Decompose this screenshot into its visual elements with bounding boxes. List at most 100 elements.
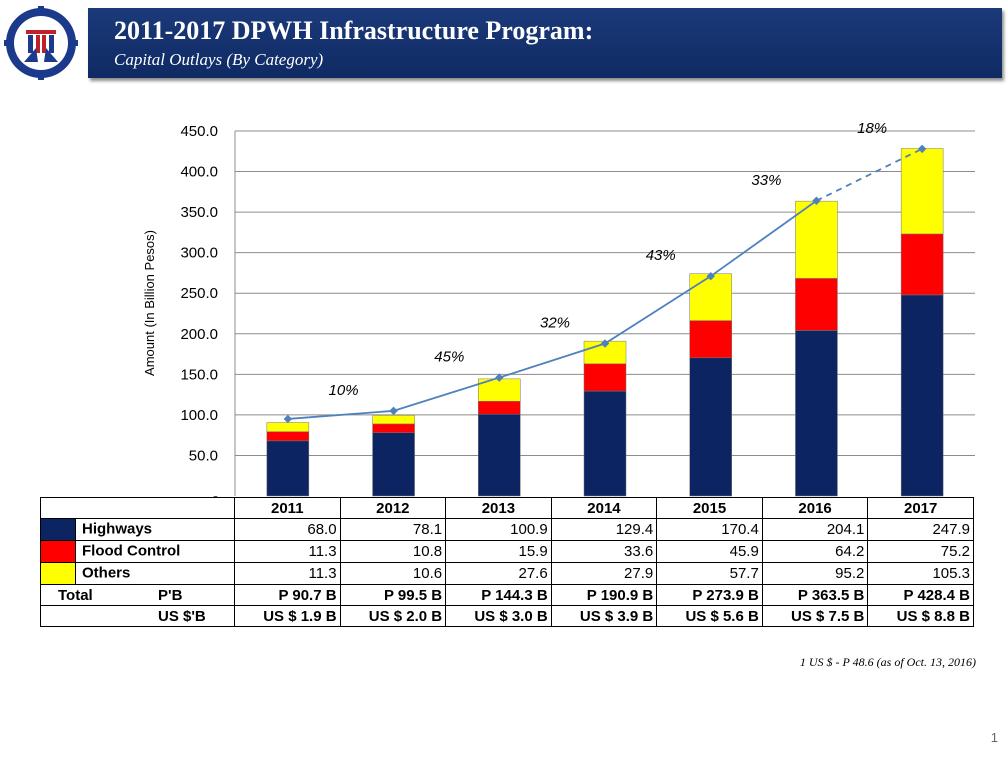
table-cell: 105.3 xyxy=(867,562,974,585)
legend-swatch xyxy=(41,541,76,562)
y-tick-label: 300.0 xyxy=(180,245,218,262)
table-cell: 33.6 xyxy=(550,540,658,563)
usd-total-cell: US $ 5.6 B xyxy=(656,605,763,627)
peso-total-cell: P 363.5 B xyxy=(761,584,869,606)
table-year-header: 2014 xyxy=(550,497,658,519)
y-tick-label: - xyxy=(213,488,218,500)
growth-label: 32% xyxy=(540,315,570,332)
bar-highways xyxy=(900,294,944,497)
usd-unit-label: US $'B xyxy=(158,607,206,625)
table-row: Flood Control 11.3 10.8 15.9 33.6 45.9 64.2 75.… xyxy=(40,540,974,563)
usd-total-cell: US $ 8.8 B xyxy=(867,605,974,627)
table-cell: 27.6 xyxy=(445,562,552,585)
table-cell: 204.1 xyxy=(761,518,869,541)
y-tick-label: 50.0 xyxy=(189,447,218,464)
table-row-label: Highways xyxy=(40,518,235,541)
table-cell: 45.9 xyxy=(656,540,763,563)
peso-unit-label: P'B xyxy=(158,586,183,604)
table-cell: 10.6 xyxy=(339,562,447,585)
page-title: 2011-2017 DPWH Infrastructure Program: xyxy=(114,16,594,45)
growth-label: 33% xyxy=(751,172,781,189)
bar-highways xyxy=(478,413,521,497)
y-tick-label: 400.0 xyxy=(180,164,218,181)
bar-highways xyxy=(372,432,415,497)
table-row-label: Flood Control xyxy=(40,540,235,563)
table-cell: 15.9 xyxy=(445,540,552,563)
table-year-header: 2013 xyxy=(445,497,552,519)
table-row: Others 11.3 10.6 27.6 27.9 57.7 95.2 105.3 xyxy=(40,562,974,585)
table-row: Highways 68.0 78.1 100.9 129.4 170.4 204.1 247.… xyxy=(40,518,974,541)
growth-point xyxy=(706,271,715,281)
bar-flood-control xyxy=(583,363,627,392)
stacked-bar-chart: 450.0 400.0 350.0 300.0 250.0 200.0 150.0 100.0… xyxy=(142,120,975,500)
table-cell: 78.1 xyxy=(339,518,447,541)
bar-others xyxy=(689,273,732,321)
bar-flood-control xyxy=(478,401,521,415)
growth-point xyxy=(283,414,293,424)
table-cell: 247.9 xyxy=(867,518,974,541)
peso-total-cell: P 144.3 B xyxy=(445,584,552,606)
usd-total-cell: US $ 3.9 B xyxy=(550,605,658,627)
peso-total-cell: P 190.9 B xyxy=(550,584,658,606)
table-cell: 11.3 xyxy=(234,540,341,563)
title-banner: 2011-2017 DPWH Infrastructure Program: C… xyxy=(88,8,1002,78)
table-corner-cell xyxy=(40,497,235,519)
usd-total-cell: US $ 2.0 B xyxy=(339,605,447,627)
growth-label: 18% xyxy=(857,120,887,137)
peso-total-cell: P 90.7 B xyxy=(234,584,341,606)
peso-total-cell: P 273.9 B xyxy=(656,584,763,606)
page-number: 1 xyxy=(990,730,998,745)
y-tick-label: 150.0 xyxy=(180,366,218,383)
table-cell: 170.4 xyxy=(656,518,763,541)
bar-flood-control xyxy=(689,320,732,359)
table-cell: 57.7 xyxy=(656,562,763,585)
table-row-label: Others xyxy=(40,562,235,585)
bar-others xyxy=(266,422,310,432)
bar-highways xyxy=(266,440,310,497)
usd-total-cell: US $ 1.9 B xyxy=(234,605,341,627)
bar-flood-control xyxy=(266,431,310,442)
data-table: 2011 2012 2013 2014 2015 2016 2017 Highways 68.0… xyxy=(40,497,974,627)
bar-others xyxy=(795,200,838,279)
y-axis-label: Amount (In Billion Pesos) xyxy=(142,230,157,376)
usd-label-cell: US $'B xyxy=(40,605,235,627)
table-header-row: 2011 2012 2013 2014 2015 2016 2017 xyxy=(40,497,974,519)
growth-label: 10% xyxy=(329,382,359,399)
table-cell: 64.2 xyxy=(761,540,869,563)
table-cell: 68.0 xyxy=(234,518,341,541)
bar-flood-control xyxy=(372,423,415,433)
growth-label: 43% xyxy=(646,247,676,264)
y-tick-label: 250.0 xyxy=(180,285,218,302)
y-tick-label: 350.0 xyxy=(180,204,218,221)
y-tick-label: 100.0 xyxy=(180,407,218,424)
table-cell: 10.8 xyxy=(339,540,447,563)
table-total-usd-row: US $'B US $ 1.9 B US $ 2.0 B US $ 3.0 B US $… xyxy=(40,605,974,627)
growth-point xyxy=(600,339,610,348)
bar-others xyxy=(372,415,415,425)
bar-highways xyxy=(689,357,732,497)
bar-highways xyxy=(583,390,627,497)
legend-label: Others xyxy=(82,564,131,582)
legend-swatch xyxy=(41,563,76,584)
page-subtitle: Capital Outlays (By Category) xyxy=(114,50,324,69)
table-year-header: 2017 xyxy=(867,497,974,519)
table-cell: 27.9 xyxy=(550,562,658,585)
bar-flood-control xyxy=(900,233,944,296)
bar-highways xyxy=(795,330,838,497)
table-year-header: 2012 xyxy=(339,497,447,519)
table-cell: 95.2 xyxy=(761,562,869,585)
peso-total-cell: P 428.4 B xyxy=(867,584,974,606)
usd-total-cell: US $ 3.0 B xyxy=(445,605,552,627)
table-year-header: 2011 xyxy=(234,497,341,519)
dpwh-logo xyxy=(4,6,78,80)
table-cell: 129.4 xyxy=(550,518,658,541)
legend-swatch xyxy=(41,519,76,540)
total-label-cell: Total P'B xyxy=(40,584,235,606)
legend-label: Flood Control xyxy=(82,542,181,560)
total-label: Total xyxy=(58,586,93,604)
table-cell: 75.2 xyxy=(867,540,974,563)
growth-label: 45% xyxy=(434,349,464,366)
table-cell: 11.3 xyxy=(234,562,341,585)
bar-others xyxy=(900,148,944,235)
